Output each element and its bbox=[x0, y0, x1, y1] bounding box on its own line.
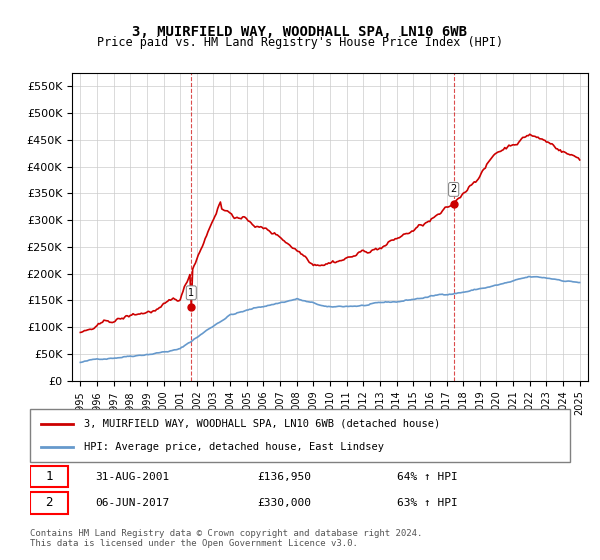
Text: 1: 1 bbox=[188, 288, 194, 298]
Text: 06-JUN-2017: 06-JUN-2017 bbox=[95, 498, 169, 508]
Text: HPI: Average price, detached house, East Lindsey: HPI: Average price, detached house, East… bbox=[84, 442, 384, 452]
Text: Contains HM Land Registry data © Crown copyright and database right 2024.: Contains HM Land Registry data © Crown c… bbox=[30, 529, 422, 538]
Text: £330,000: £330,000 bbox=[257, 498, 311, 508]
Text: £136,950: £136,950 bbox=[257, 472, 311, 482]
Text: 2: 2 bbox=[45, 496, 53, 510]
Text: 64% ↑ HPI: 64% ↑ HPI bbox=[397, 472, 458, 482]
FancyBboxPatch shape bbox=[30, 466, 68, 487]
FancyBboxPatch shape bbox=[30, 492, 68, 514]
Text: 2: 2 bbox=[451, 184, 457, 194]
Text: 31-AUG-2001: 31-AUG-2001 bbox=[95, 472, 169, 482]
Text: This data is licensed under the Open Government Licence v3.0.: This data is licensed under the Open Gov… bbox=[30, 539, 358, 548]
Text: 1: 1 bbox=[45, 470, 53, 483]
Text: 3, MUIRFIELD WAY, WOODHALL SPA, LN10 6WB: 3, MUIRFIELD WAY, WOODHALL SPA, LN10 6WB bbox=[133, 25, 467, 39]
Text: 63% ↑ HPI: 63% ↑ HPI bbox=[397, 498, 458, 508]
Text: 3, MUIRFIELD WAY, WOODHALL SPA, LN10 6WB (detached house): 3, MUIRFIELD WAY, WOODHALL SPA, LN10 6WB… bbox=[84, 419, 440, 429]
FancyBboxPatch shape bbox=[30, 409, 570, 462]
Text: Price paid vs. HM Land Registry's House Price Index (HPI): Price paid vs. HM Land Registry's House … bbox=[97, 36, 503, 49]
